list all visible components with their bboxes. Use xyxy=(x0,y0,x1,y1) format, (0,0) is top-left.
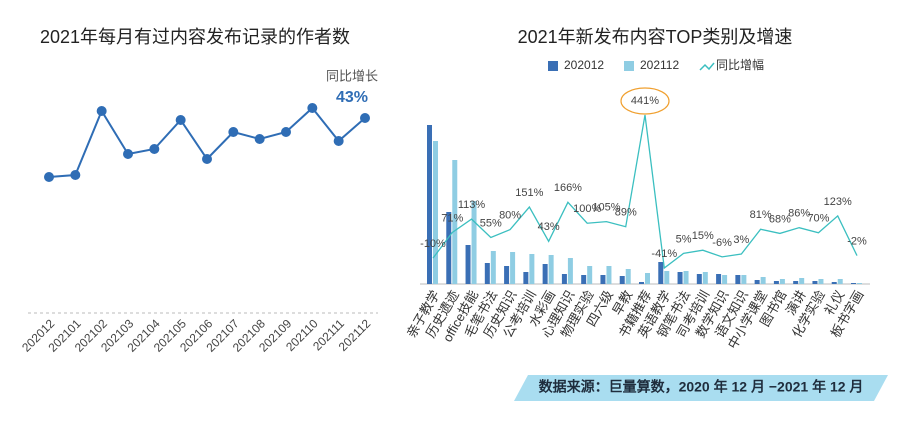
left-title: 2021年每月有过内容发布记录的作者数 xyxy=(40,27,350,47)
value-label: 80% xyxy=(499,209,521,221)
bar xyxy=(504,266,510,284)
bar xyxy=(658,262,664,284)
legend-swatch xyxy=(624,61,634,71)
bar xyxy=(625,269,631,284)
bar xyxy=(600,275,606,284)
bar xyxy=(664,271,670,284)
value-label: 71% xyxy=(441,212,463,224)
bar xyxy=(818,279,824,284)
value-label: 151% xyxy=(515,187,543,199)
bar xyxy=(587,266,593,284)
point xyxy=(202,154,212,164)
point xyxy=(281,127,291,137)
value-label: 68% xyxy=(769,213,791,225)
legend-swatch xyxy=(548,61,558,71)
point xyxy=(70,170,81,180)
bar xyxy=(484,263,490,284)
bar xyxy=(754,280,760,284)
bar xyxy=(446,212,452,284)
bar xyxy=(857,283,862,284)
point xyxy=(96,106,107,116)
line xyxy=(48,106,366,178)
point xyxy=(175,115,186,125)
value-label: 123% xyxy=(824,196,852,208)
bar xyxy=(722,275,728,284)
value-label: 86% xyxy=(788,208,810,220)
bar xyxy=(433,141,438,284)
bar xyxy=(851,283,856,284)
bar xyxy=(510,252,516,284)
bar xyxy=(542,264,548,284)
source: 数据来源：巨量算数，2020 年 12 月 −2021 年 12 月 xyxy=(539,379,864,395)
point xyxy=(149,144,160,154)
bar xyxy=(581,275,587,284)
point xyxy=(307,103,318,113)
value-label: 55% xyxy=(480,217,502,229)
bar xyxy=(702,272,708,284)
legend-label: 202112 xyxy=(640,58,679,72)
bar xyxy=(683,271,689,284)
value-label: 43% xyxy=(538,221,560,233)
bar xyxy=(548,255,554,284)
bar xyxy=(837,279,843,284)
right-title: 2021年新发布内容TOP类别及增速 xyxy=(518,27,793,47)
legend-line xyxy=(699,62,715,71)
value-label: -10% xyxy=(420,238,446,250)
value-label: 100% xyxy=(573,203,601,215)
point xyxy=(333,136,344,146)
bar xyxy=(561,274,567,284)
value-label: 15% xyxy=(692,230,714,242)
point xyxy=(44,172,54,182)
legend-label: 202012 xyxy=(564,58,604,72)
bar xyxy=(490,251,496,284)
point xyxy=(360,113,370,123)
bar xyxy=(812,281,818,284)
legend-label: 同比增幅 xyxy=(716,57,764,72)
value-label: -6% xyxy=(712,237,732,249)
bar xyxy=(793,281,799,284)
bar xyxy=(696,274,702,284)
value-label: 89% xyxy=(615,207,637,219)
bar xyxy=(471,201,477,284)
value-label: 166% xyxy=(554,182,582,194)
bar xyxy=(677,272,683,284)
bar xyxy=(645,273,650,284)
highlight-ring xyxy=(620,87,670,115)
value-label: 3% xyxy=(733,234,749,246)
bar xyxy=(452,160,458,284)
bar xyxy=(831,282,837,284)
bar xyxy=(760,277,766,284)
point xyxy=(123,149,133,159)
bar xyxy=(523,272,529,284)
bar xyxy=(639,282,644,284)
point xyxy=(228,127,239,137)
bar xyxy=(773,281,779,284)
bar xyxy=(427,125,432,284)
source-banner xyxy=(514,375,888,401)
point xyxy=(254,134,265,144)
growth-line xyxy=(432,114,858,270)
bar xyxy=(567,258,573,284)
value-label: -41% xyxy=(651,248,677,260)
bar xyxy=(619,276,625,284)
bar xyxy=(606,266,612,284)
bar xyxy=(529,254,535,284)
annotation-value: 43% xyxy=(336,89,368,106)
bar xyxy=(465,245,471,284)
value-label: 105% xyxy=(592,202,620,214)
value-label: 81% xyxy=(750,209,772,221)
bar xyxy=(799,278,805,284)
value-label: 5% xyxy=(676,233,692,245)
bar xyxy=(735,275,741,284)
value-label: 441% xyxy=(631,95,659,107)
bar xyxy=(779,279,785,284)
value-label: -2% xyxy=(847,236,867,248)
annotation-title: 同比增长 xyxy=(326,68,378,83)
value-label: 70% xyxy=(807,213,829,225)
bar xyxy=(741,275,747,284)
value-label: 113% xyxy=(458,199,486,211)
bar xyxy=(716,274,722,284)
